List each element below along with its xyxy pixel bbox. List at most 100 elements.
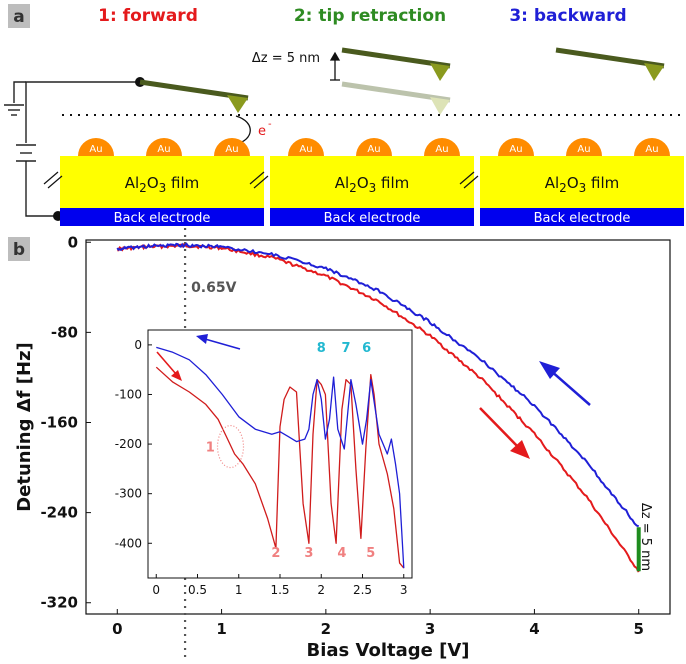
- gold-nanoparticle: [146, 138, 182, 156]
- backward-sweep-line: [116, 242, 640, 528]
- electrode-label: Back electrode: [114, 211, 211, 226]
- step-title-retraction: 2: tip retraction: [294, 6, 446, 26]
- forward-arrow-icon: [479, 407, 521, 450]
- gold-nanoparticle: [356, 138, 392, 156]
- inset-forward-line: [155, 366, 405, 569]
- cantilever-forward: [139, 79, 249, 113]
- back-electrode: [270, 208, 474, 226]
- inset-y-tick-label: -200: [115, 437, 142, 451]
- gold-label: Au: [509, 144, 522, 155]
- inset-y-tick-label: -300: [115, 487, 142, 501]
- peak-label-backward: 6: [362, 341, 371, 356]
- gold-label: Au: [225, 144, 238, 155]
- al2o3-film: [480, 156, 684, 208]
- step-title-forward: 1: forward: [98, 6, 198, 26]
- inset-x-tick-label: 0: [152, 583, 160, 597]
- inset-forward-arrow-head: [171, 370, 182, 381]
- y-tick-label: -320: [40, 594, 78, 612]
- threshold-label: 0.65V: [191, 280, 237, 296]
- break-mark-icon: [47, 175, 63, 189]
- al2o3-film: [270, 156, 474, 208]
- gold-nanoparticle: [78, 138, 114, 156]
- gold-nanoparticle: [214, 138, 250, 156]
- back-electrode: [60, 208, 264, 226]
- inset-plot-frame: [147, 329, 413, 579]
- backward-arrow-icon: [549, 369, 591, 406]
- forward-arrow-head: [510, 440, 530, 459]
- panel-a-label: a: [13, 7, 24, 27]
- inset-backward-line: [156, 346, 405, 569]
- electrode-label: Back electrode: [324, 211, 421, 226]
- panel-b: b 0 1 2 3 4 5 0 -80 -160 -240 -320 Bias Voltage [V]…: [8, 228, 671, 661]
- y-axis-label: Detuning Δf [Hz]: [14, 342, 35, 512]
- gold-nanoparticle: [424, 138, 460, 156]
- back-electrode: [480, 208, 684, 226]
- gold-label: Au: [435, 144, 448, 155]
- y-tick-label: 0: [68, 233, 78, 251]
- electron-label: e: [258, 124, 266, 139]
- substrate-blocks: Al2O3 film Back electrode Au Au Au Al2O3 film…: [43, 138, 684, 226]
- step-title-backward: 3: backward: [509, 6, 626, 26]
- break-mark-icon: [253, 175, 269, 189]
- inset-x-tick-label: 3: [400, 583, 408, 597]
- inset-x-tick-label: 0.5: [188, 583, 207, 597]
- gold-label: Au: [367, 144, 380, 155]
- gold-nanoparticle: [566, 138, 602, 156]
- film-label: Al2O3 film: [545, 174, 620, 195]
- inset-x-tick-label: 1: [235, 583, 243, 597]
- circuit-wiring: [4, 81, 140, 217]
- peak-label-1: 1: [206, 441, 215, 456]
- panel-a: a 1: forward 2: tip retraction 3: backwa…: [4, 4, 684, 226]
- backward-arrow-head: [539, 361, 560, 379]
- peak-label-forward: 5: [366, 546, 375, 561]
- peak-label-backward: 7: [341, 341, 350, 356]
- gold-nanoparticle: [288, 138, 324, 156]
- inset-y-tick-label: 0: [134, 338, 142, 352]
- cantilever-retracted: [341, 47, 451, 81]
- panel-b-label-box: [8, 237, 30, 261]
- dz-vertical-label: Δz = 5 nm: [638, 503, 653, 571]
- x-tick-label: 3: [425, 620, 435, 638]
- dz-arrow-icon: [329, 51, 341, 81]
- inset-x-tick-label: 2.5: [353, 583, 372, 597]
- x-tick-label: 5: [633, 620, 643, 638]
- peak-label-forward: 4: [337, 546, 346, 561]
- y-tick-label: -240: [40, 504, 78, 522]
- peak-label-forward: 2: [271, 546, 280, 561]
- gold-label: Au: [577, 144, 590, 155]
- inset-x-tick-label: 1.5: [270, 583, 289, 597]
- gold-label: Au: [157, 144, 170, 155]
- feature-highlight-ellipse: [216, 424, 245, 469]
- break-mark-icon: [463, 175, 479, 189]
- x-tick-label: 4: [529, 620, 539, 638]
- electron-superscript: -: [268, 119, 272, 130]
- gold-label: Au: [89, 144, 102, 155]
- x-tick-label: 0: [112, 620, 122, 638]
- film-label: Al2O3 film: [125, 174, 200, 195]
- break-mark-icon: [43, 171, 59, 185]
- electrode-label: Back electrode: [534, 211, 631, 226]
- peak-label-forward: 3: [304, 546, 313, 561]
- y-tick-label: -80: [51, 323, 78, 341]
- x-tick-label: 2: [321, 620, 331, 638]
- inset-y-tick-label: -400: [115, 536, 142, 550]
- peak-label-backward: 8: [317, 341, 326, 356]
- film-label: Al2O3 film: [335, 174, 410, 195]
- inset-x-tick-label: 2: [317, 583, 325, 597]
- dz-label: Δz = 5 nm: [252, 51, 320, 66]
- inset-backward-arrow-icon: [204, 338, 241, 350]
- panel-a-label-box: [8, 4, 30, 28]
- main-chart: 0 1 2 3 4 5 0 -80 -160 -240 -320 Bias Voltage [V] De…: [14, 228, 671, 661]
- gold-label: Au: [645, 144, 658, 155]
- main-plot-frame: [85, 239, 671, 615]
- inset-chart: 0 0.5 1 1.5 2 2.5 3 0 -100 -200 -300 -400 2 3 4 5 8 7 6 1: [115, 329, 413, 597]
- inset-backward-arrow-head: [196, 334, 208, 344]
- break-mark-icon: [249, 171, 265, 185]
- y-tick-label: -160: [40, 413, 78, 431]
- gold-label: Au: [299, 144, 312, 155]
- panel-b-label: b: [13, 240, 25, 260]
- x-tick-label: 1: [216, 620, 226, 638]
- x-axis-label: Bias Voltage [V]: [307, 640, 470, 661]
- cantilever-backward: [555, 47, 665, 81]
